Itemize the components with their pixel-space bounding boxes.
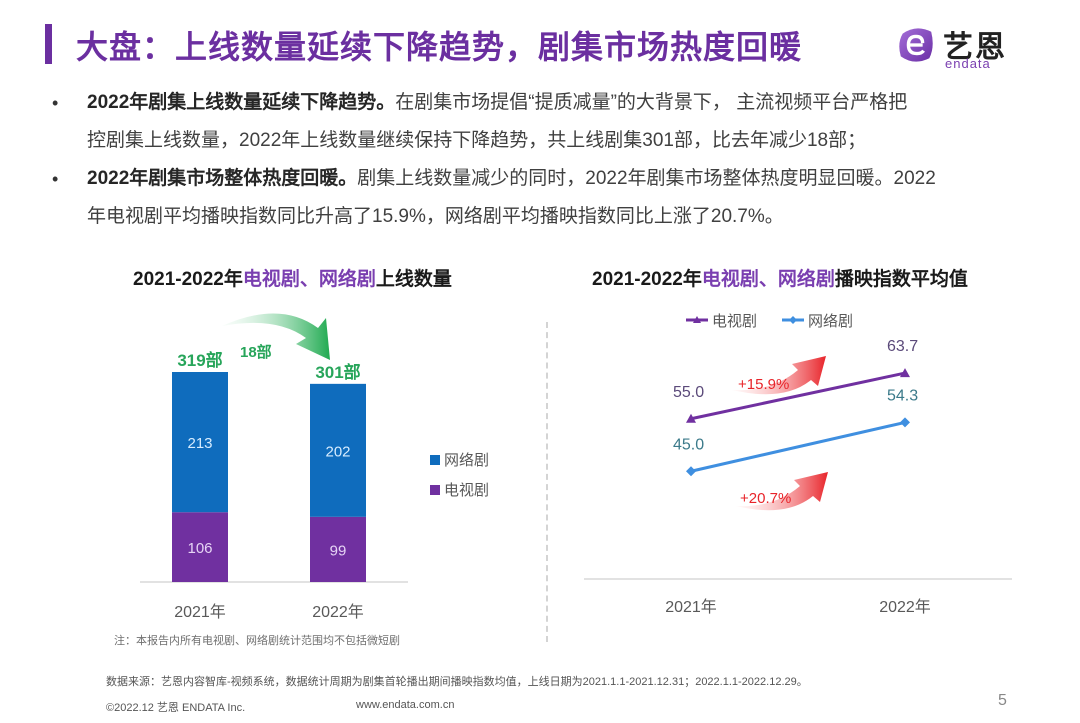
point-value-label: 54.3 [887,387,918,404]
bar-value-label: 106 [187,540,212,557]
increase-arrow-web [736,472,828,511]
bar-title-highlight: 电视剧、网络剧 [242,269,376,290]
decrease-arrow [222,313,330,360]
legend-label: 网络剧 [808,313,853,330]
bullet-item: • 2022年剧集市场整体热度回暖。剧集上线数量减少的同时，2022年剧集市场整… [52,160,1002,236]
legend-triangle-marker [693,316,701,323]
bar-x-tick-label: 2022年 [312,603,364,621]
bar-value-label: 99 [330,542,347,559]
bullet-text-cont: 年电视剧平均播映指数同比升高了15.9%，网络剧平均播映指数同比上涨了20.7%… [87,206,784,227]
bullet-heading: 2022年剧集市场整体热度回暖。 [87,168,358,189]
bullet-text: 剧集上线数量减少的同时，2022年剧集市场整体热度明显回暖。2022 [357,168,936,189]
bullet-item: • 2022年剧集上线数量延续下降趋势。在剧集市场提倡“提质减量”的大背景下， … [52,84,1002,160]
website-link[interactable]: www.endata.com.cn [356,699,455,711]
bar-segment-web [172,372,228,513]
bullet-text-cont: 控剧集上线数量，2022年上线数量继续保持下降趋势，共上线剧集301部，比去年减… [87,130,867,151]
legend-label: 电视剧 [712,313,757,330]
bar-total-label: 319部 [177,350,222,370]
triangle-marker [900,368,910,378]
tv-series-line [690,371,906,421]
triangle-marker [686,413,696,423]
bar-total-label: 301部 [315,362,360,382]
web-growth-annotation: +20.7% [740,490,791,507]
bar-segment-web [310,383,366,517]
legend-label: 电视剧 [444,482,489,499]
line-x-tick-label: 2021年 [665,598,717,616]
chart-footnote: 注：本报告内所有电视剧、网络剧统计范围均不包括微短剧 [114,635,400,647]
line-legend: 电视剧 网络剧 [686,313,853,330]
decrease-annotation: 18部 [240,343,272,361]
endata-logo: 艺恩 endata [895,22,1025,72]
bar-value-label: 213 [187,435,212,452]
line-chart-title: 2021-2022年电视剧、网络剧播映指数平均值 [592,264,968,291]
page-title: 大盘：上线数量延续下降趋势，剧集市场热度回暖 [76,29,803,65]
line-title-prefix: 2021-2022年 [592,269,702,290]
bar-x-tick-label: 2021年 [174,603,226,621]
legend-label: 网络剧 [444,452,489,469]
point-value-label: 63.7 [887,338,918,355]
page-number: 5 [998,692,1007,709]
data-source: 数据来源：艺恩内容智库-视频系统，数据统计周期为剧集首轮播出期间播映指数均值，上… [106,676,808,688]
line-title-highlight: 电视剧、网络剧 [701,269,835,290]
bar-title-prefix: 2021-2022年 [133,269,243,290]
endata-logo-icon [899,28,933,62]
tv-growth-annotation: +15.9% [738,376,789,393]
bullet-dot: • [52,93,59,113]
bar-chart-title: 2021-2022年电视剧、网络剧上线数量 [133,264,452,291]
diamond-marker [900,417,910,428]
bullet-dot: • [52,169,59,189]
diamond-marker [686,466,696,477]
copyright: ©2022.12 艺恩 ENDATA Inc. [106,702,246,714]
line-x-tick-label: 2022年 [879,598,931,616]
increase-arrow-tv [732,356,826,395]
legend-diamond-marker [789,316,797,324]
bar-segment-tv [172,512,228,582]
point-value-label: 45.0 [673,436,704,453]
bar-segment-tv [310,516,366,582]
line-chart: 电视剧 网络剧 55.0 63.7 45.0 54.3 2021年 2022年 +15.9%… [584,313,1012,616]
summary-bullets: • 2022年剧集上线数量延续下降趋势。在剧集市场提倡“提质减量”的大背景下， … [52,84,1002,236]
legend-swatch [430,455,440,465]
point-value-label: 55.0 [673,384,704,401]
bullet-heading: 2022年剧集上线数量延续下降趋势。 [87,92,396,113]
bar-title-suffix: 上线数量 [375,269,452,290]
legend-swatch [430,485,440,495]
web-series-line [690,420,906,473]
logo-english-name: endata [945,56,991,71]
chart-divider [546,322,548,642]
bullet-text: 在剧集市场提倡“提质减量”的大背景下， 主流视频平台严格把 [395,92,908,113]
bar-value-label: 202 [325,443,350,460]
logo-chinese-name: 艺恩 [943,31,1007,64]
line-title-suffix: 播映指数平均值 [834,269,968,290]
title-accent-bar [45,24,52,64]
